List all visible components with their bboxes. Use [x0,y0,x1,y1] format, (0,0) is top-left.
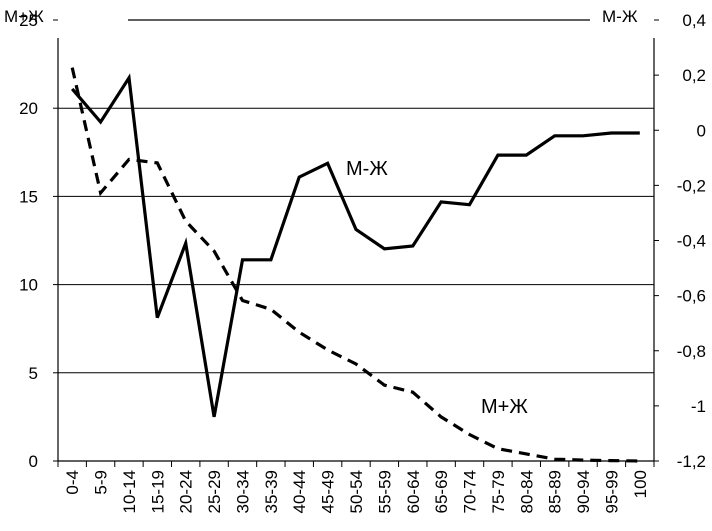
left-tick-label-0: 0 [29,452,38,471]
x-tick-label-0: 0-4 [63,470,82,495]
right-tick-label-7: 0,2 [682,66,706,85]
x-tick-label-16: 80-84 [517,470,536,513]
x-tick-label-6: 30-34 [233,470,252,513]
annotations: М-Ж М+Ж [346,158,528,418]
right-tick-label-6: 0 [697,121,706,140]
legend: М+Ж М-Ж [4,7,638,26]
tick-labels: 0 5 10 15 20 25 -1,2 -1 -0,8 -0,6 -0,4 -0,2 0 0,2 0,4 0… [19,11,706,513]
x-tick-label-15: 75-79 [489,470,508,513]
x-tick-label-17: 85-89 [546,470,565,513]
x-tick-label-2: 10-14 [120,470,139,513]
left-tick-label-5: 25 [19,11,38,30]
x-tick-label-12: 60-64 [404,470,423,513]
x-tick-label-14: 70-74 [461,470,480,513]
right-tick-label-2: -0,8 [677,342,706,361]
x-tick-label-8: 40-44 [290,470,309,513]
left-tick-label-3: 15 [19,187,38,206]
annotation-m-plus-zh: М+Ж [481,396,528,418]
x-tick-label-4: 20-24 [177,470,196,513]
x-tick-label-9: 45-49 [319,470,338,513]
x-tick-label-11: 55-59 [375,470,394,513]
x-tick-label-7: 35-39 [262,470,281,513]
series-lines [70,67,640,463]
grid-lines [58,107,654,374]
right-tick-label-8: 0,4 [682,11,706,30]
x-tick-label-5: 25-29 [205,470,224,513]
right-tick-label-0: -1,2 [677,452,706,471]
legend-label-left: М+Ж [4,7,44,26]
x-tick-label-18: 90-94 [574,470,593,513]
axes [53,19,659,467]
x-tick-label-13: 65-69 [432,470,451,513]
x-tick-label-10: 50-54 [347,470,366,513]
left-tick-label-1: 5 [29,364,38,383]
x-tick-label-3: 15-19 [148,470,167,513]
right-tick-label-5: -0,2 [677,176,706,195]
x-tick-label-1: 5-9 [92,470,111,495]
right-tick-label-1: -1 [691,397,706,416]
series-line-1 [70,73,640,418]
right-tick-label-4: -0,4 [677,232,706,251]
x-tick-label-20: 100 [631,470,650,498]
right-tick-label-3: -0,6 [677,287,706,306]
legend-label-right: М-Ж [602,7,638,26]
annotation-m-minus-zh: М-Ж [346,158,388,180]
series-line-0 [70,67,640,463]
left-tick-label-2: 10 [19,276,38,295]
left-tick-label-4: 20 [19,99,38,118]
x-tick-label-19: 95-99 [602,470,621,513]
